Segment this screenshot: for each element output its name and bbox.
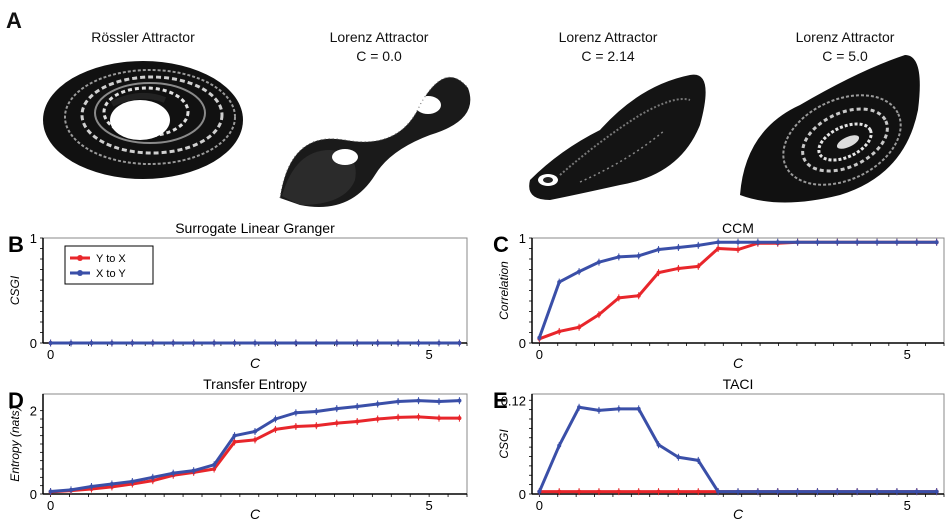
lorenz-c5-attractor-image (740, 55, 920, 203)
x-tick-label: 0 (536, 347, 543, 362)
chart-b: B Surrogate Linear Granger 0 5 0 1 C CSGI Y to X… (8, 220, 468, 371)
y-tick-label: 0.12 (501, 393, 526, 408)
attractor-title-text: Lorenz Attractor (558, 29, 658, 45)
chart-d: D Transfer Entropy 0 5 0 2 C Entropy (nats) (8, 376, 468, 521)
x-tick-label: 5 (426, 347, 433, 362)
lorenz-c214-attractor-image (529, 74, 706, 200)
x-axis-label: C (250, 506, 261, 521)
x-tick-label: 0 (536, 498, 543, 513)
plot-frame (42, 393, 468, 495)
attractor-title-text: Lorenz Attractor (795, 29, 895, 45)
chart-e: E TACI 0 5 0 0.12 C CSGI (493, 376, 945, 521)
y-tick-label: 1 (519, 231, 526, 246)
attractor-subtitle-text: C = 2.14 (581, 48, 635, 64)
panel-letter-a: A (6, 8, 22, 33)
attractor-subtitle-text: C = 0.0 (356, 48, 402, 64)
y-tick-label: 0 (30, 487, 37, 502)
y-axis-label: Correlation (497, 261, 511, 320)
plot-frame (531, 237, 945, 344)
x-tick-label: 0 (47, 347, 54, 362)
x-tick-label: 5 (904, 347, 911, 362)
panel-letter-b: B (8, 232, 24, 257)
chart-title: Transfer Entropy (203, 376, 307, 392)
series-line-x-to-y (537, 240, 937, 339)
attractor-title-rossler: Rössler Attractor (43, 28, 243, 47)
attractor-title-lorenz-c5: Lorenz Attractor C = 5.0 (745, 28, 945, 66)
attractor-title-lorenz-c214: Lorenz Attractor C = 2.14 (508, 28, 708, 66)
x-axis-label: C (733, 506, 744, 521)
y-tick-label: 0 (519, 487, 526, 502)
x-axis-label: C (733, 355, 744, 371)
y-tick-label: 1 (30, 231, 37, 246)
lorenz-c0-attractor-image (279, 76, 471, 207)
y-axis-label: Entropy (nats) (8, 406, 22, 481)
chart-title: CCM (722, 220, 754, 236)
x-tick-label: 5 (426, 498, 433, 513)
x-tick-label: 5 (904, 498, 911, 513)
panel-letter-e: E (493, 388, 508, 413)
legend: Y to X X to Y (64, 245, 154, 285)
panel-letter-c: C (493, 232, 509, 257)
x-tick-label: 0 (47, 498, 54, 513)
legend-marker (77, 270, 83, 276)
attractor-title-text: Rössler Attractor (91, 29, 195, 45)
legend-marker (77, 255, 83, 261)
legend-entry: Y to X (96, 253, 126, 265)
attractor-title-text: Lorenz Attractor (329, 29, 429, 45)
panel-letter-d: D (8, 388, 24, 413)
y-tick-label: 0 (30, 336, 37, 351)
y-axis-label: CSGI (497, 429, 511, 459)
series-line-x-to-y (537, 405, 937, 494)
y-tick-label: 0 (519, 336, 526, 351)
attractor-subtitle-text: C = 5.0 (822, 48, 868, 64)
chart-title: TACI (723, 376, 754, 392)
legend-box (64, 245, 154, 285)
rossler-attractor-image (43, 61, 243, 179)
chart-title: Surrogate Linear Granger (175, 220, 335, 236)
series-line-y-to-x (538, 240, 937, 341)
y-axis-label: CSGI (8, 275, 22, 305)
legend-entry: X to Y (96, 268, 126, 280)
x-axis-label: C (250, 355, 261, 371)
attractor-title-lorenz-c0: Lorenz Attractor C = 0.0 (279, 28, 479, 66)
y-tick-label: 2 (30, 404, 37, 419)
